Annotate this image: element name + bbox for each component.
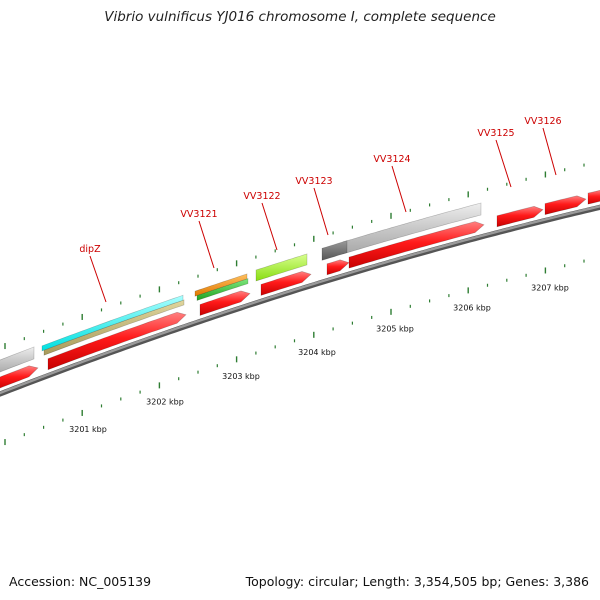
gene-label: VV3126 [524, 116, 561, 127]
leader-line [391, 165, 407, 213]
gene-label: VV3125 [477, 128, 514, 139]
gene-arrow-1 [0, 365, 39, 389]
gene-label: VV3122 [243, 191, 280, 202]
gene-label: VV3123 [295, 176, 332, 187]
gene-arrow-2 [47, 311, 187, 371]
tan-block-dipz [43, 299, 185, 356]
gene-arrow-8 [544, 195, 587, 215]
gene-arrow-7 [496, 205, 544, 228]
gene-arrow-5 [326, 259, 350, 276]
scale-label: 3203 kbp [222, 372, 260, 381]
leader-line [313, 187, 329, 236]
inner-tick-row [4, 259, 585, 446]
leader-line [261, 202, 278, 251]
gene-arrow-9 [587, 189, 600, 205]
leader-line [89, 255, 107, 303]
gene-arrow-4 [260, 271, 312, 296]
leader-line [542, 127, 557, 176]
map-title: Vibrio vulnificus YJ016 chromosome I, co… [104, 9, 496, 25]
scale-label: 3202 kbp [146, 397, 184, 406]
gene-label: VV3121 [180, 209, 217, 220]
gene-arrow-3 [199, 290, 251, 316]
gene-arrow-6 [348, 221, 485, 269]
leader-line [495, 139, 512, 188]
gene-label: VV3124 [373, 154, 410, 165]
leader-line [198, 220, 215, 269]
scale-label: 3206 kbp [453, 303, 491, 312]
backbone-line [0, 204, 600, 397]
scale-label: 3207 kbp [531, 283, 569, 292]
dark-block-vv3123 [321, 240, 348, 261]
gray-block-left [0, 346, 35, 373]
cyan-block-dipz [41, 294, 184, 352]
gene-label: dipZ [79, 244, 101, 255]
lime-block-vv3122 [255, 253, 308, 282]
gene-label-layer: dipZ VV3121 VV3122 VV3123 VV3124 VV3125 VV3126 [79, 116, 562, 303]
backbone-highlight [0, 205, 600, 395]
accession-text: Accession: NC_005139 [9, 574, 152, 589]
scale-label-layer: 3201 kbp 3202 kbp 3203 kbp 3204 kbp 3205 kbp… [69, 283, 569, 434]
chromosome-backbone [0, 204, 600, 397]
scale-label: 3205 kbp [376, 325, 414, 334]
outer-tick-row [4, 163, 585, 350]
scale-label: 3201 kbp [69, 425, 107, 434]
orange-block-vv3121 [194, 273, 248, 297]
gray-block-vv3124 [342, 202, 482, 255]
scale-label: 3204 kbp [298, 348, 336, 357]
topology-summary: Topology: circular; Length: 3,354,505 bp… [245, 574, 589, 589]
feature-track [0, 189, 600, 389]
